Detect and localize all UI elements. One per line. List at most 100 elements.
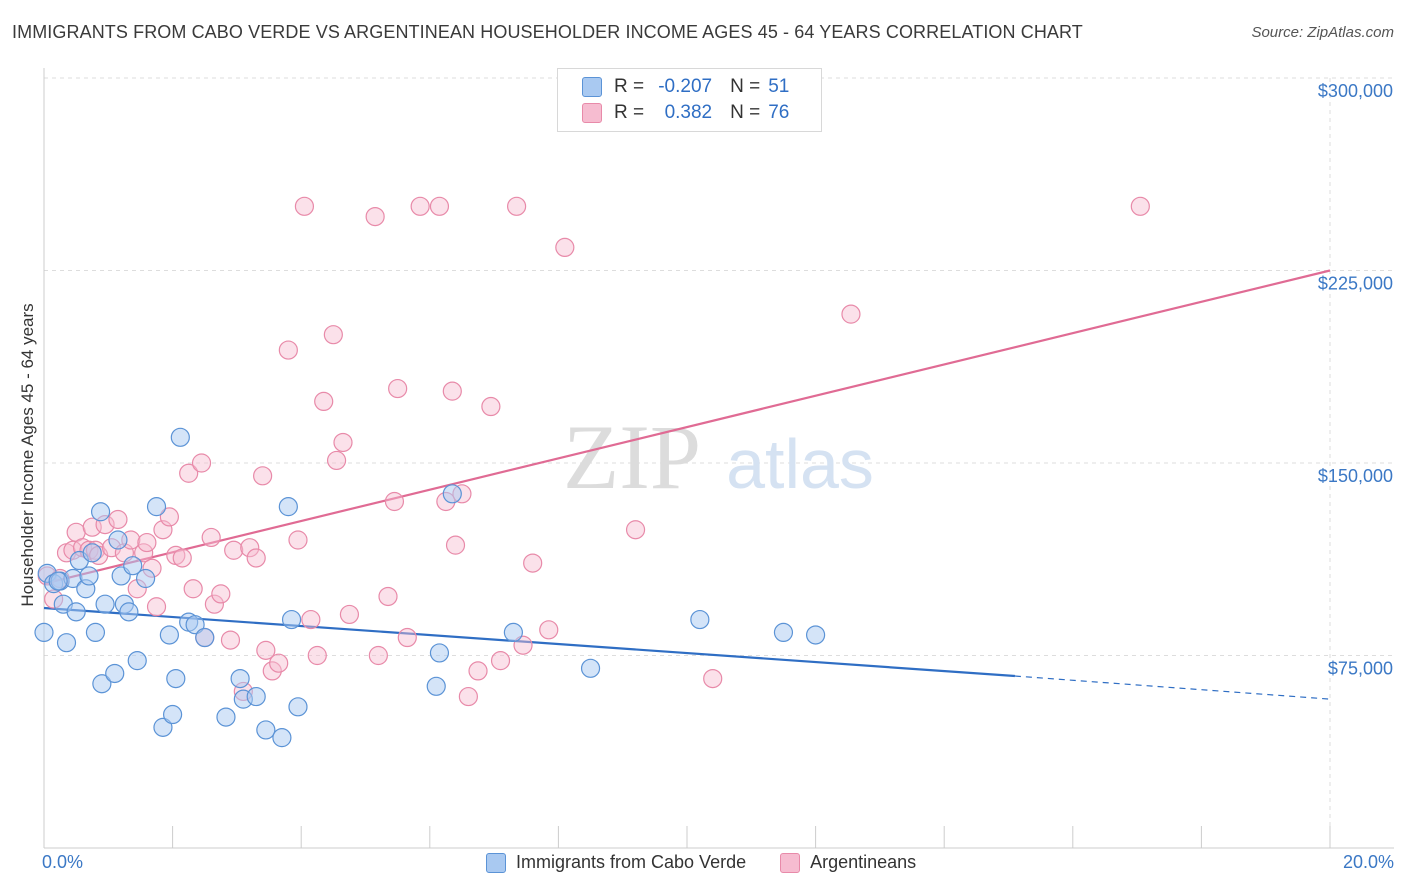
argentineans-point <box>220 630 241 650</box>
legend-label-cabo-verde: Immigrants from Cabo Verde <box>516 852 747 872</box>
cabo-verde-point <box>146 497 167 517</box>
cabo-verde-point <box>34 622 54 643</box>
cabo-verde-point <box>216 707 236 727</box>
legend-row-argentineans: R = 0.382 N = 76 <box>582 101 789 125</box>
y-tick-label: $75,000 <box>1328 659 1393 679</box>
legend-swatch-pink <box>780 852 801 873</box>
argentineans-point <box>301 609 321 630</box>
r-label: R = <box>614 76 645 97</box>
argentineans-point <box>468 661 488 681</box>
r-value-cabo-verde: -0.207 <box>658 76 713 97</box>
argentineans-point <box>224 540 244 560</box>
argentineans-point <box>365 207 385 227</box>
argentineans-point <box>108 509 128 530</box>
argentineans-point <box>388 378 408 399</box>
n-label: N = <box>730 76 761 97</box>
y-tick-label: $150,000 <box>1318 466 1393 486</box>
cabo-verde-point <box>123 556 143 576</box>
cabo-verde-point <box>773 622 794 643</box>
legend-item-argentineans: Argentineans <box>780 852 916 873</box>
correlation-legend: R = -0.207 N = 51 R = 0.382 N = 76 <box>557 68 822 132</box>
argentineans-point <box>323 325 343 345</box>
argentineans-point <box>159 507 179 527</box>
cabo-verde-point <box>153 717 173 737</box>
argentineans-point <box>179 463 199 483</box>
argentineans-point <box>523 553 543 573</box>
watermark-atlas: atlas <box>726 425 874 503</box>
cabo-verde-point <box>105 663 125 684</box>
cabo-verde-point <box>66 602 86 622</box>
cabo-verde-point <box>503 622 523 643</box>
cabo-verde-point <box>272 728 292 748</box>
argentineans-point <box>134 543 154 563</box>
argentineans-point <box>146 597 167 617</box>
argentineans-point <box>137 532 157 553</box>
y-tick-labels: $75,000 $150,000 $225,000 $300,000 <box>1318 81 1393 679</box>
argentineans-point <box>278 340 298 360</box>
argentineans-point <box>240 538 260 558</box>
argentineans-point <box>397 627 417 648</box>
cabo-verde-point <box>166 668 186 689</box>
cabo-verde-point <box>426 676 446 696</box>
argentineans-point <box>288 530 308 550</box>
cabo-verde-point <box>108 530 128 550</box>
argentineans-point <box>481 396 501 417</box>
argentineans-point <box>703 668 723 689</box>
argentineans-point <box>262 661 282 681</box>
cabo-verde-point <box>95 594 115 614</box>
source-credit: Source: ZipAtlas.com <box>1251 24 1394 41</box>
cabo-verde-point <box>79 566 99 586</box>
argentineans-point <box>256 640 276 660</box>
argentineans-point <box>384 491 405 512</box>
watermark-zip: ZIP <box>563 406 701 508</box>
cabo-verde-point <box>170 427 190 447</box>
legend-item-cabo-verde: Immigrants from Cabo Verde <box>486 852 746 873</box>
argentineans-point <box>211 584 231 604</box>
argentineans-point <box>442 381 462 401</box>
argentineans-point <box>307 645 327 666</box>
cabo-verde-point <box>195 627 215 648</box>
cabo-verde-point <box>256 720 276 740</box>
argentineans-point <box>269 653 289 673</box>
axes <box>43 68 1394 849</box>
argentineans-point <box>172 548 192 568</box>
cabo-verde-point <box>288 697 308 717</box>
argentineans-point <box>326 450 347 471</box>
y-tick-label: $225,000 <box>1318 274 1393 294</box>
legend-label-argentineans: Argentineans <box>810 852 917 872</box>
chart-title: IMMIGRANTS FROM CABO VERDE VS ARGENTINEA… <box>12 22 1083 42</box>
argentineans-point <box>201 527 221 548</box>
gridlines <box>44 77 1394 845</box>
cabo-verde-point <box>580 658 601 678</box>
argentineans-point <box>183 579 203 599</box>
cabo-verde-point <box>90 502 111 522</box>
argentineans-point <box>555 237 575 257</box>
argentineans-point <box>507 196 527 216</box>
n-value-argentineans: 76 <box>768 102 790 123</box>
cabo-verde-point <box>690 609 710 630</box>
x-tick-label-max: 20.0% <box>1342 852 1394 872</box>
n-label: N = <box>730 102 761 123</box>
trend-line-argentineans <box>43 269 1331 585</box>
cabo-verde-point <box>82 543 102 563</box>
argentineans-point <box>841 304 861 324</box>
argentineans-point <box>458 686 478 707</box>
legend-swatch-blue <box>486 852 506 873</box>
argentineans-point <box>246 548 266 568</box>
trend-line-cabo-verde <box>43 606 1016 678</box>
trend-line-cabo-verde-extrapolated <box>1014 675 1331 700</box>
cabo-verde-point <box>281 609 302 630</box>
cabo-verde-point <box>429 643 450 663</box>
argentineans-point <box>333 432 353 453</box>
cabo-verde-point <box>56 633 77 653</box>
cabo-verde-point <box>442 484 462 504</box>
cabo-verde-point <box>92 674 112 694</box>
series-legend: Immigrants from Cabo Verde Argentineans <box>486 852 950 873</box>
r-label: R = <box>614 102 645 123</box>
argentineans-point <box>378 586 398 607</box>
cabo-verde-point <box>278 497 298 517</box>
n-value-cabo-verde: 51 <box>768 76 790 97</box>
trend-lines <box>43 269 1331 700</box>
argentineans-point <box>294 196 315 216</box>
